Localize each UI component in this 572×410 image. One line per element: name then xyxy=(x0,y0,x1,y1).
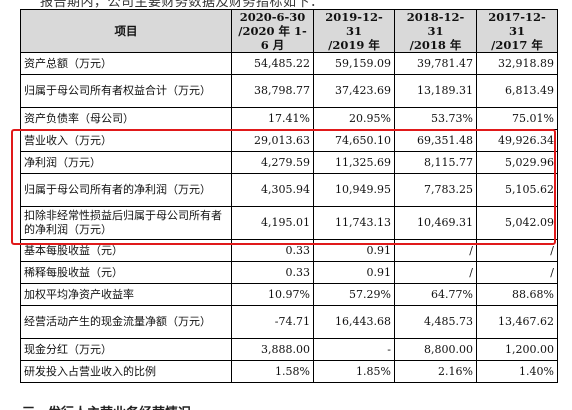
row-label: 归属于母公司所有者的净利润（万元） xyxy=(20,173,232,207)
row-value: 1.40% xyxy=(476,360,558,383)
intro-sentence: 报告期内，公司主要财务数据及财务指标如下： xyxy=(40,0,324,10)
row-value: 3,888.00 xyxy=(231,338,314,361)
row-value: 1,200.00 xyxy=(476,338,558,361)
row-value: 74,650.10 xyxy=(313,129,395,152)
header-period-2-line1: 2019-12-31 xyxy=(325,10,383,39)
row-value: 0.91 xyxy=(313,239,395,262)
header-item: 项目 xyxy=(20,9,232,53)
header-period-3: 2018-12-31 /2018 年 xyxy=(394,9,477,53)
row-value: 0.33 xyxy=(231,239,314,262)
table-row: 经营活动产生的现金流量净额（万元） -74.71 16,443.68 4,485… xyxy=(20,305,558,339)
row-value: 88.68% xyxy=(476,283,558,306)
row-value: 7,783.25 xyxy=(394,173,477,207)
table-row: 资产总额（万元） 54,485.22 59,159.09 39,781.47 3… xyxy=(20,52,558,75)
section-heading: 三、发行人主营业务经营情况 xyxy=(22,402,191,410)
row-label: 归属于母公司所有者权益合计（万元） xyxy=(20,74,232,108)
row-value: 10.97% xyxy=(231,283,314,306)
row-value: 13,189.31 xyxy=(394,74,477,108)
row-label: 营业收入（万元） xyxy=(20,129,232,152)
top-cut-text-strip: 报告期内，公司主要财务数据及财务指标如下： xyxy=(0,0,572,10)
row-value: 75.01% xyxy=(476,107,558,130)
row-value: / xyxy=(394,239,477,262)
table-row: 营业收入（万元） 29,013.63 74,650.10 69,351.48 4… xyxy=(20,129,558,152)
header-period-2-line2: /2019 年 xyxy=(328,38,380,52)
row-label: 资产总额（万元） xyxy=(20,52,232,75)
row-value: 4,195.01 xyxy=(231,206,314,240)
table-row: 净利润（万元） 4,279.59 11,325.69 8,115.77 5,02… xyxy=(20,151,558,174)
row-value: 5,042.09 xyxy=(476,206,558,240)
row-value: / xyxy=(476,239,558,262)
header-period-2: 2019-12-31 /2019 年 xyxy=(313,9,395,53)
row-value: 17.41% xyxy=(231,107,314,130)
row-value: 37,423.69 xyxy=(313,74,395,108)
row-label: 资产负债率（母公司） xyxy=(20,107,232,130)
row-value: 5,029.96 xyxy=(476,151,558,174)
table-row: 归属于母公司所有者权益合计（万元） 38,798.77 37,423.69 13… xyxy=(20,74,558,108)
row-value: 1.85% xyxy=(313,360,395,383)
row-value: 59,159.09 xyxy=(313,52,395,75)
row-value: - xyxy=(313,338,395,361)
row-value: 6,813.49 xyxy=(476,74,558,108)
table-row: 研发投入占营业收入的比例 1.58% 1.85% 2.16% 1.40% xyxy=(20,360,558,383)
table-row: 扣除非经常性损益后归属于母公司所有者的净利润（万元） 4,195.01 11,7… xyxy=(20,206,558,240)
bottom-cut-text-strip: 三、发行人主营业务经营情况 xyxy=(0,401,572,410)
row-value: -74.71 xyxy=(231,305,314,339)
row-label: 经营活动产生的现金流量净额（万元） xyxy=(20,305,232,339)
row-value: 16,443.68 xyxy=(313,305,395,339)
header-period-3-line1: 2018-12-31 xyxy=(406,10,465,39)
row-value: 53.73% xyxy=(394,107,477,130)
row-value: 5,105.62 xyxy=(476,173,558,207)
header-period-1: 2020-6-30 /2020 年 1-6 月 xyxy=(231,9,314,53)
row-value: 39,781.47 xyxy=(394,52,477,75)
table-row: 归属于母公司所有者的净利润（万元） 4,305.94 10,949.95 7,7… xyxy=(20,173,558,207)
row-value: 38,798.77 xyxy=(231,74,314,108)
row-value: 20.95% xyxy=(313,107,395,130)
table-row: 稀释每股收益（元） 0.33 0.91 / / xyxy=(20,261,558,284)
row-value: 10,469.31 xyxy=(394,206,477,240)
row-value: 8,800.00 xyxy=(394,338,477,361)
row-value: 1.58% xyxy=(231,360,314,383)
row-label: 稀释每股收益（元） xyxy=(20,261,232,284)
row-value: 10,949.95 xyxy=(313,173,395,207)
header-period-4: 2017-12-31 /2017 年 xyxy=(476,9,558,53)
row-label: 基本每股收益（元） xyxy=(20,239,232,262)
row-value: 13,467.62 xyxy=(476,305,558,339)
row-label: 现金分红（万元） xyxy=(20,338,232,361)
row-value: / xyxy=(394,261,477,284)
table-row: 资产负债率（母公司） 17.41% 20.95% 53.73% 75.01% xyxy=(20,107,558,130)
table-row: 基本每股收益（元） 0.33 0.91 / / xyxy=(20,239,558,262)
row-value: 4,485.73 xyxy=(394,305,477,339)
row-label: 加权平均净资产收益率 xyxy=(20,283,232,306)
row-value: 64.77% xyxy=(394,283,477,306)
header-period-4-line2: /2017 年 xyxy=(491,38,543,52)
row-value: / xyxy=(476,261,558,284)
row-value: 8,115.77 xyxy=(394,151,477,174)
row-value: 0.91 xyxy=(313,261,395,284)
row-value: 32,918.89 xyxy=(476,52,558,75)
row-value: 11,743.13 xyxy=(313,206,395,240)
row-label: 扣除非经常性损益后归属于母公司所有者的净利润（万元） xyxy=(20,206,232,240)
table-row: 现金分红（万元） 3,888.00 - 8,800.00 1,200.00 xyxy=(20,338,558,361)
header-period-1-line1: 2020-6-30 xyxy=(239,10,306,25)
row-label: 研发投入占营业收入的比例 xyxy=(20,360,232,383)
table-header-row: 项目 2020-6-30 /2020 年 1-6 月 2019-12-31 /2… xyxy=(20,9,558,53)
row-value: 0.33 xyxy=(231,261,314,284)
row-value: 54,485.22 xyxy=(231,52,314,75)
row-value: 2.16% xyxy=(394,360,477,383)
table-row: 加权平均净资产收益率 10.97% 57.29% 64.77% 88.68% xyxy=(20,283,558,306)
header-period-1-line2: /2020 年 1-6 月 xyxy=(238,24,307,52)
row-value: 4,279.59 xyxy=(231,151,314,174)
row-value: 69,351.48 xyxy=(394,129,477,152)
financial-data-table: 项目 2020-6-30 /2020 年 1-6 月 2019-12-31 /2… xyxy=(20,9,558,383)
row-value: 29,013.63 xyxy=(231,129,314,152)
row-label: 净利润（万元） xyxy=(20,151,232,174)
row-value: 4,305.94 xyxy=(231,173,314,207)
row-value: 11,325.69 xyxy=(313,151,395,174)
header-period-4-line1: 2017-12-31 xyxy=(488,10,546,39)
row-value: 49,926.34 xyxy=(476,129,558,152)
header-period-3-line2: /2018 年 xyxy=(409,38,462,52)
row-value: 57.29% xyxy=(313,283,395,306)
